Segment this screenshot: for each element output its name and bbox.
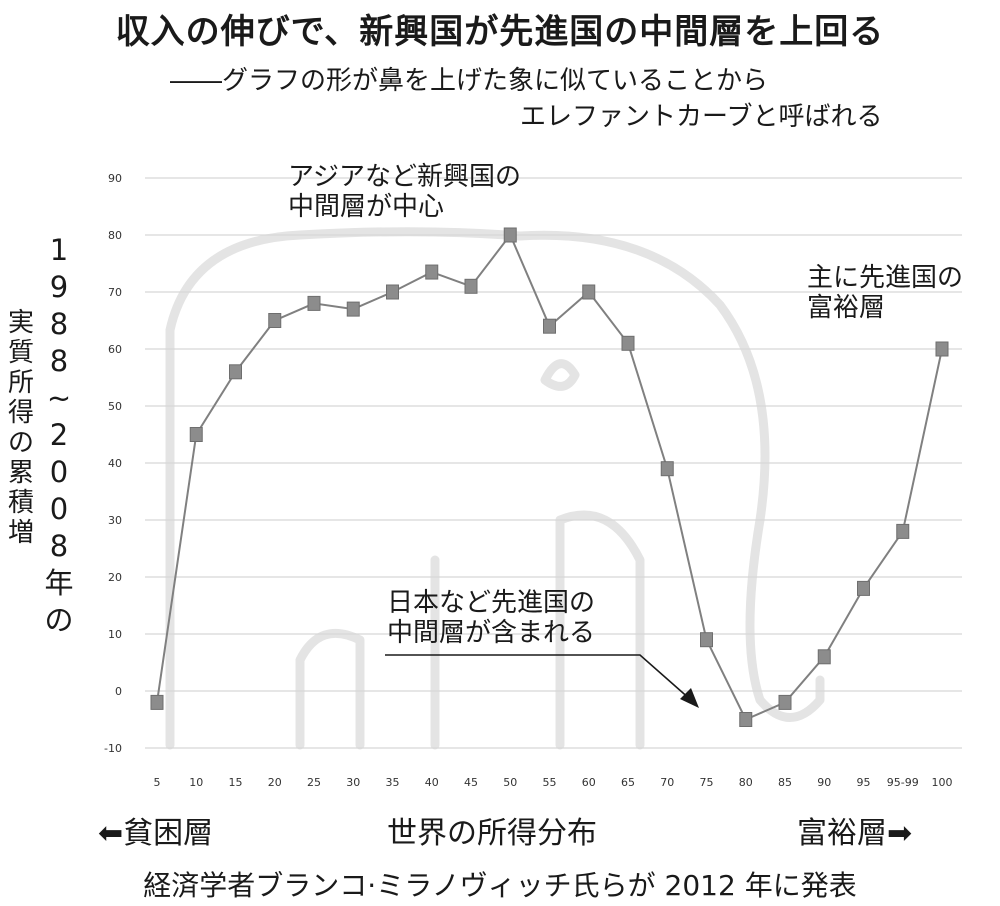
data-point <box>386 284 399 300</box>
subtitle-line-1: ――グラフの形が鼻を上げた象に似ていることから <box>170 66 769 96</box>
x-tick-label: 5 <box>154 776 161 789</box>
x-tick-label: 100 <box>932 776 953 789</box>
x-tick-label: 45 <box>464 776 478 789</box>
y-tick-label: 80 <box>108 229 122 242</box>
data-point <box>857 580 870 596</box>
y-tick-label: 70 <box>108 286 122 299</box>
data-point <box>268 313 282 328</box>
x-tick-label: 95 <box>857 776 871 789</box>
grid-lines <box>145 177 962 749</box>
data-point <box>229 364 242 380</box>
source-note: 経済学者ブランコ·ミラノヴィッチ氏らが 2012 年に発表 <box>143 869 857 902</box>
data-point <box>700 632 713 648</box>
y-axis-label-part-1: 1 9 8 8 ~2 0 0 8 年の <box>44 233 74 637</box>
data-point <box>739 712 753 727</box>
x-tick-label: 50 <box>503 776 517 789</box>
y-tick-label: 50 <box>108 400 122 413</box>
y-tick-label: 30 <box>108 514 122 527</box>
annotation-japan-line-1: 日本など先進国の <box>387 588 596 618</box>
y-tick-label: 20 <box>108 571 122 584</box>
y-tick-label: 90 <box>108 172 122 185</box>
y-axis-label-part-2: 実質所得の累積増 <box>7 308 34 548</box>
data-point <box>582 284 596 300</box>
data-point <box>935 341 949 357</box>
y-tick-label: 60 <box>108 343 122 356</box>
japan-pointer-arrow <box>385 654 699 708</box>
x-tick-label: 75 <box>700 776 714 789</box>
y-tick-label: 40 <box>108 457 122 470</box>
poor-end-label: ⬅貧困層 <box>98 816 214 851</box>
x-tick-label: 65 <box>621 776 635 789</box>
data-point <box>307 295 321 311</box>
annotation-asia: アジアなど新興国の 中間層が中心 <box>288 162 521 222</box>
annotation-asia-line-1: アジアなど新興国の <box>288 162 521 192</box>
annotation-rich: 主に先進国の 富裕層 <box>807 263 963 323</box>
data-point <box>346 301 360 317</box>
x-tick-label: 15 <box>229 776 243 789</box>
y-tick-labels: 90 80 70 60 50 40 30 20 10 0 -10 <box>104 172 122 755</box>
data-markers <box>150 227 949 727</box>
x-tick-label: 40 <box>425 776 439 789</box>
data-point <box>543 318 556 334</box>
x-tick-label: 95-99 <box>887 776 919 789</box>
x-tick-label: 60 <box>582 776 596 789</box>
data-point <box>660 461 674 477</box>
x-tick-label: 70 <box>660 776 674 789</box>
y-tick-label: -10 <box>104 742 122 755</box>
x-tick-labels: 5 10 15 20 25 30 35 40 45 50 55 60 65 70 75 80 85 90 95 95-… <box>154 776 953 789</box>
x-tick-label: 10 <box>189 776 203 789</box>
data-point <box>425 264 439 280</box>
data-point <box>150 694 164 710</box>
y-tick-label: 0 <box>115 685 122 698</box>
rich-end-label: 富裕層➡ <box>797 816 913 851</box>
data-point <box>503 227 517 243</box>
data-point <box>464 278 478 294</box>
x-tick-label: 80 <box>739 776 753 789</box>
annotation-japan-line-2: 中間層が含まれる <box>387 618 596 648</box>
x-tick-label: 55 <box>543 776 557 789</box>
annotation-japan: 日本など先進国の 中間層が含まれる <box>387 588 595 648</box>
data-point <box>189 427 203 442</box>
subtitle-line-2: エレファントカーブと呼ばれる <box>520 102 883 132</box>
x-tick-label: 85 <box>778 776 792 789</box>
x-tick-label: 25 <box>307 776 321 789</box>
annotation-asia-line-2: 中間層が中心 <box>288 192 445 222</box>
y-tick-label: 10 <box>108 628 122 641</box>
data-point <box>896 523 910 539</box>
x-tick-label: 20 <box>268 776 282 789</box>
x-tick-label: 35 <box>386 776 400 789</box>
x-axis-label: 世界の所得分布 <box>387 816 597 851</box>
x-tick-label: 30 <box>346 776 360 789</box>
elephant-silhouette <box>165 227 825 750</box>
x-tick-label: 90 <box>817 776 831 789</box>
annotation-rich-line-2: 富裕層 <box>807 293 886 323</box>
chart-title: 収入の伸びで、新興国が先進国の中間層を上回る <box>115 12 885 52</box>
data-point <box>621 335 635 351</box>
data-point <box>778 694 792 710</box>
data-point <box>817 649 831 665</box>
annotation-rich-line-1: 主に先進国の <box>807 263 964 293</box>
